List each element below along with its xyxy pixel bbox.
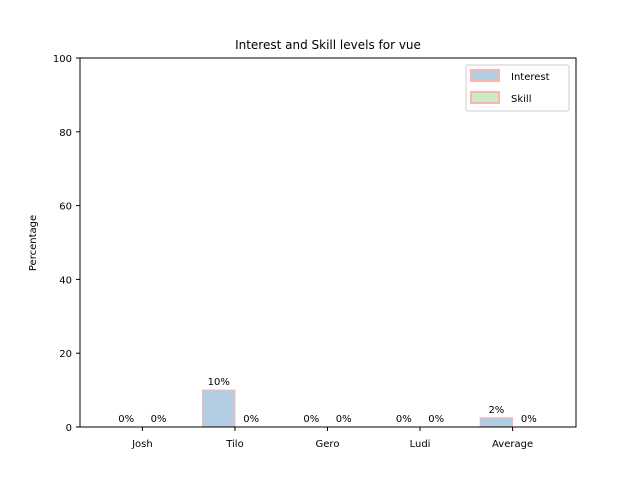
bars-group: [202, 389, 514, 428]
y-tick-label: 0: [66, 423, 72, 434]
y-tick-label: 100: [53, 54, 72, 65]
data-label-skill-average: 0%: [521, 414, 537, 425]
y-tick-label: 80: [59, 128, 72, 139]
data-label-interest-ludi: 0%: [396, 414, 412, 425]
data-label-skill-ludi: 0%: [428, 414, 444, 425]
data-label-skill-tilo: 0%: [243, 414, 259, 425]
legend-swatch-skill: [470, 91, 500, 104]
plot-frame: [79, 57, 577, 428]
chart-title: Interest and Skill levels for vue: [235, 38, 421, 52]
legend-label-skill: Skill: [511, 94, 531, 105]
x-tick-label: Ludi: [410, 439, 431, 450]
y-axis: 0 20 40 60 80 100: [53, 54, 80, 434]
y-tick-label: 40: [59, 275, 72, 286]
x-tick-label: Average: [492, 439, 533, 450]
data-label-skill-gero: 0%: [336, 414, 352, 425]
y-tick-label: 60: [59, 202, 72, 213]
legend: Interest Skill: [465, 64, 570, 112]
y-axis-label: Percentage: [28, 215, 39, 271]
data-labels-group: 0% 0% 10% 0% 0% 0% 0% 0% 2% 0%: [118, 377, 536, 425]
data-label-interest-josh: 0%: [118, 414, 134, 425]
bar-interest-average: [479, 417, 514, 428]
data-label-interest-average: 2%: [488, 405, 504, 416]
x-tick-label: Gero: [316, 439, 340, 450]
x-axis: Josh Tilo Gero Ludi Average: [131, 427, 533, 450]
y-tick-label: 20: [59, 349, 72, 360]
data-label-skill-josh: 0%: [151, 414, 167, 425]
x-tick-label: Tilo: [225, 439, 243, 450]
legend-label-interest: Interest: [511, 72, 550, 83]
data-label-interest-gero: 0%: [303, 414, 319, 425]
bar-interest-tilo: [202, 389, 236, 428]
legend-swatch-interest: [470, 69, 500, 82]
x-tick-label: Josh: [131, 439, 153, 450]
data-label-interest-tilo: 10%: [208, 377, 230, 388]
